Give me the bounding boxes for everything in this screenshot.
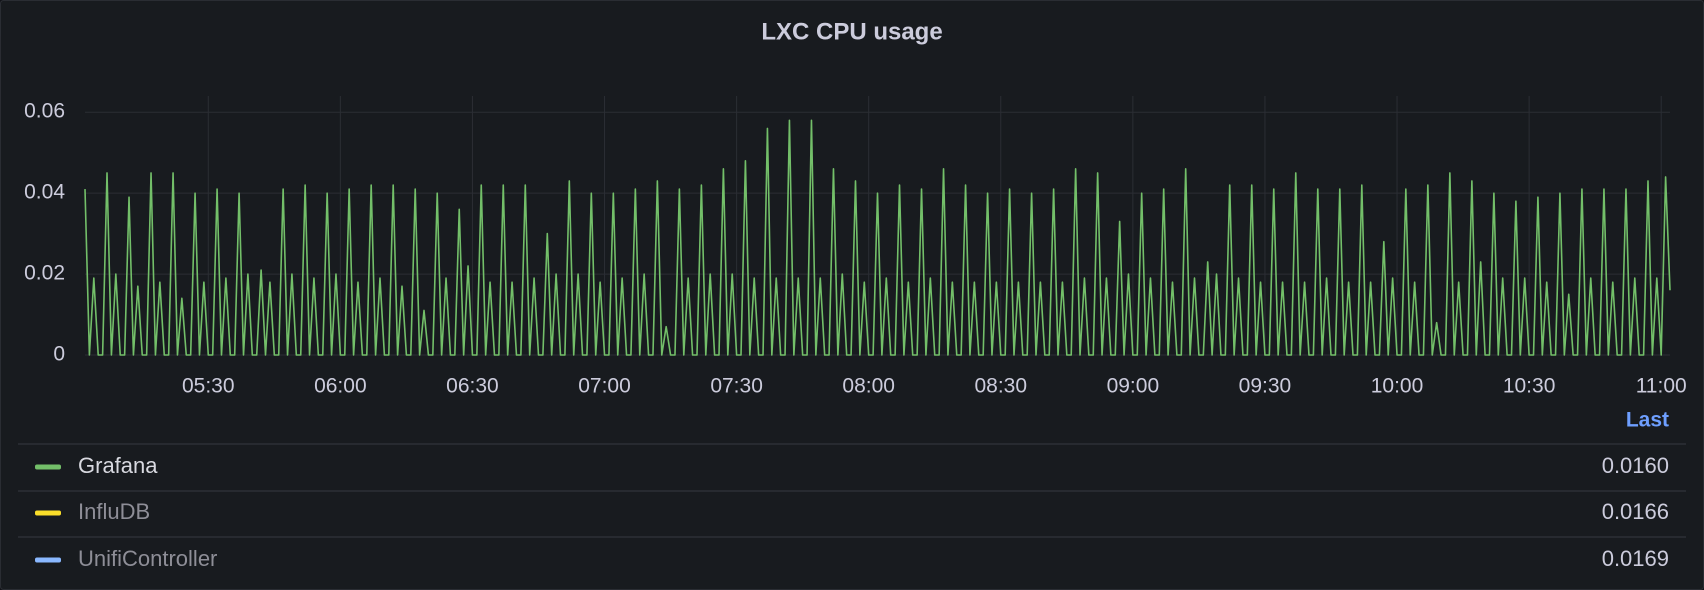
series-line [84,119,1671,356]
x-tick-label: 09:30 [1239,375,1292,398]
y-tick-label: 0.06 [24,100,65,123]
x-tick-label: 10:00 [1371,375,1424,398]
x-tick-label: 06:30 [446,375,499,398]
panel-title: LXC CPU usage [761,18,942,45]
legend-label[interactable]: Grafana [78,453,158,478]
x-tick-label: 08:00 [842,375,895,398]
x-tick-label: 08:30 [974,375,1027,398]
legend-header[interactable]: Last [1626,409,1669,432]
x-tick-label: 09:00 [1107,375,1160,398]
legend-last-value: 0.0166 [1602,499,1669,524]
x-tick-label: 10:30 [1503,375,1556,398]
x-tick-label: 11:00 [1636,375,1687,398]
legend-label[interactable]: InfluDB [78,499,150,524]
legend-swatch[interactable] [35,557,61,563]
x-tick-label: 06:00 [314,375,367,398]
legend-swatch[interactable] [35,510,61,516]
x-tick-label: 07:00 [578,375,631,398]
legend-last-value: 0.0160 [1602,453,1669,478]
legend-label[interactable]: UnifiController [78,546,217,571]
y-tick-label: 0.02 [24,262,65,285]
x-tick-label: 05:30 [182,375,235,398]
legend-last-value: 0.0169 [1602,546,1669,571]
y-tick-label: 0 [53,343,65,366]
y-tick-label: 0.04 [24,181,65,204]
x-tick-label: 07:30 [710,375,763,398]
legend-swatch[interactable] [35,464,61,470]
